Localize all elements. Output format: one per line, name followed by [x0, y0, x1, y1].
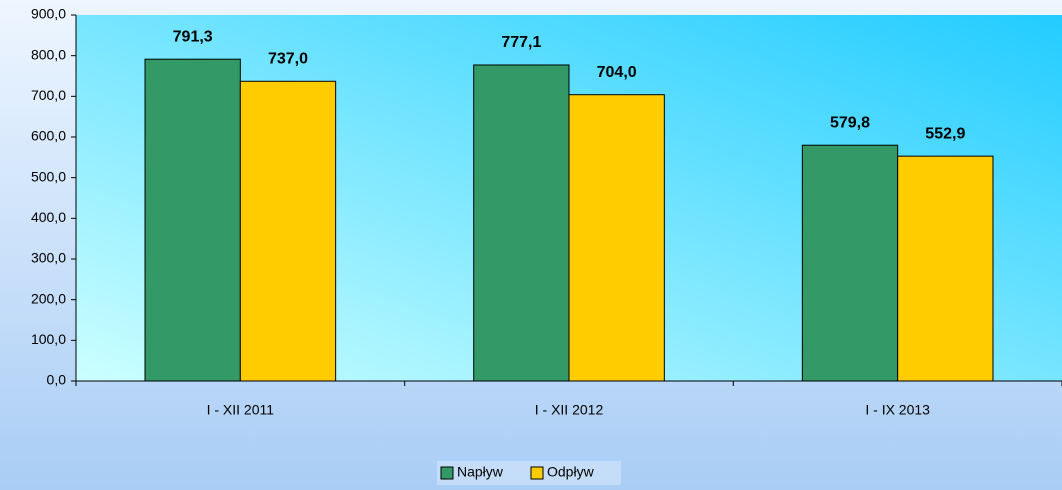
value-label: 704,0 [597, 64, 637, 81]
bar [144, 58, 241, 382]
value-label: 579,8 [830, 114, 870, 131]
bar [568, 94, 665, 382]
x-tick-label: I - XII 2011 [207, 402, 275, 418]
y-tick-label: 600,0 [31, 128, 66, 144]
value-label: 777,1 [501, 34, 541, 51]
y-tick-label: 800,0 [31, 46, 66, 62]
legend-swatch [440, 466, 454, 480]
value-label: 791,3 [173, 28, 213, 45]
legend-box [437, 461, 621, 485]
value-label: 552,9 [925, 125, 965, 142]
y-tick-label: 100,0 [31, 331, 66, 347]
x-tick-label: I - XII 2012 [535, 402, 604, 418]
y-tick-label: 0,0 [47, 372, 67, 388]
legend-label: Odpływ [547, 464, 595, 480]
bar [897, 155, 994, 382]
y-tick-label: 900,0 [31, 6, 66, 22]
y-tick-label: 400,0 [31, 209, 66, 225]
value-label: 737,0 [268, 51, 308, 68]
bar [801, 144, 899, 382]
legend-swatch [530, 466, 544, 480]
bar [473, 64, 570, 382]
legend-label: Napływ [457, 464, 504, 480]
x-tick-label: I - IX 2013 [865, 402, 930, 418]
y-tick-label: 700,0 [31, 87, 66, 103]
y-tick-label: 300,0 [31, 250, 66, 266]
bar [239, 80, 337, 382]
y-tick-label: 500,0 [31, 168, 66, 184]
y-tick-label: 200,0 [31, 290, 66, 306]
